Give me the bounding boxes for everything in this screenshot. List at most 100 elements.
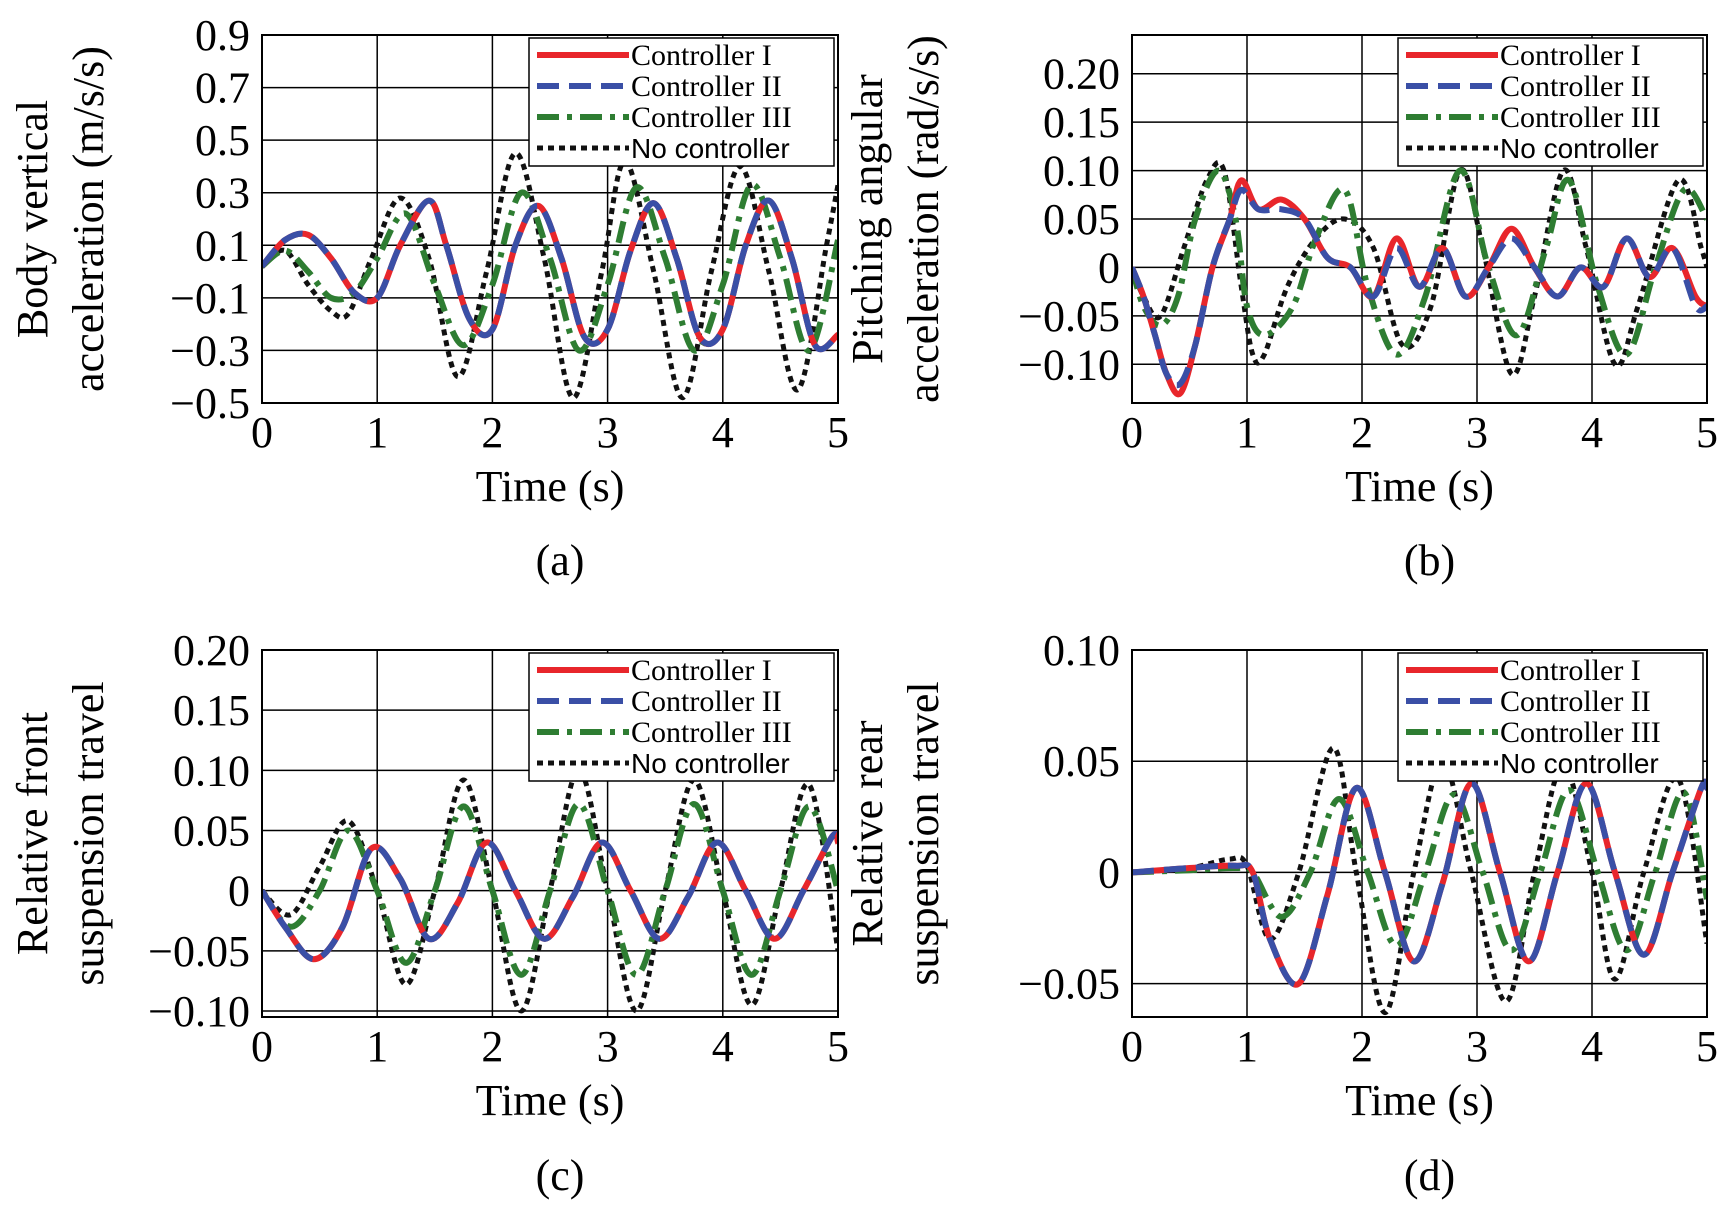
legend-label: Controller II [631, 685, 782, 718]
x-tick-label: 0 [251, 1022, 273, 1071]
legend-label: Controller II [1500, 70, 1651, 103]
series-line-controller-iii [262, 801, 838, 978]
chart-panel: 0 1 2 3 4 5 −0.5−0.3−0.10.10.30.50.70.9 Time (s… [8, 11, 849, 585]
x-tick-label: 1 [1236, 408, 1258, 457]
series-line-controller-ii [1132, 778, 1707, 988]
x-axis-label: Time (s) [476, 1076, 625, 1125]
y-tick-label: 0.7 [195, 64, 250, 113]
y-axis-label: Pitching angular [843, 74, 892, 364]
y-tick-label: 0.05 [173, 806, 250, 855]
x-tick-label: 5 [1696, 408, 1718, 457]
panel-caption: (a) [536, 536, 585, 585]
legend-label: No controller [1500, 748, 1659, 779]
x-tick-label: 0 [1121, 408, 1143, 457]
y-axis-label: suspension travel [899, 681, 948, 985]
legend-label: Controller III [1500, 101, 1661, 134]
y-tick-label: 0.5 [195, 116, 250, 165]
x-tick-label: 3 [1466, 1022, 1488, 1071]
y-tick-label: 0.20 [1043, 50, 1120, 99]
x-axis-label: Time (s) [1345, 1076, 1494, 1125]
series-line-controller-iii [1132, 787, 1707, 954]
series-line-controller-iii [1132, 167, 1707, 358]
y-tick-label: 0.20 [173, 626, 250, 675]
series-group [262, 150, 838, 401]
panel-caption: (d) [1404, 1151, 1455, 1200]
y-axis-label: suspension travel [64, 681, 113, 985]
y-tick-label: 0.10 [173, 746, 250, 795]
x-tick-label: 4 [1581, 1022, 1603, 1071]
x-tick-label: 4 [1581, 408, 1603, 457]
y-tick-label: 0 [228, 867, 250, 916]
y-tick-label: −0.1 [170, 274, 250, 323]
y-tick-label: 0.15 [1043, 98, 1120, 147]
y-axis-label: Body vertical [8, 100, 57, 338]
x-tick-label: 2 [481, 1022, 503, 1071]
plot-frame [1131, 34, 1708, 404]
series-group [262, 767, 838, 1014]
series-line-no-controller [262, 150, 838, 401]
legend-label: No controller [631, 748, 790, 779]
y-tick-label: −0.10 [148, 987, 250, 1036]
y-tick-label: −0.3 [170, 326, 250, 375]
y-tick-label: 0 [1098, 848, 1120, 897]
x-tick-label: 5 [827, 1022, 849, 1071]
legend-label: Controller II [1500, 685, 1651, 718]
y-tick-label: 0.9 [195, 11, 250, 60]
legend-label: Controller I [1500, 654, 1641, 687]
legend-label: Controller I [631, 39, 772, 72]
y-axis-label: acceleration (rad/s/s) [899, 35, 948, 403]
y-tick-label: −0.05 [1018, 292, 1120, 341]
series-line-controller-ii [262, 830, 838, 963]
y-tick-label: 0.10 [1043, 147, 1120, 196]
y-tick-label: 0.05 [1043, 737, 1120, 786]
legend-box [1397, 652, 1704, 782]
x-tick-label: 2 [1351, 1022, 1373, 1071]
x-tick-label: 2 [1351, 408, 1373, 457]
legend-label: No controller [631, 133, 790, 164]
y-tick-label: −0.05 [148, 927, 250, 976]
x-tick-label: 2 [481, 408, 503, 457]
x-axis-label: Time (s) [476, 462, 625, 511]
x-tick-label: 3 [597, 1022, 619, 1071]
series-line-controller-iii [262, 181, 838, 354]
legend-box [1397, 37, 1704, 167]
panel-caption: (b) [1404, 536, 1455, 585]
y-axis-label: Relative rear [843, 720, 892, 946]
x-tick-label: 0 [1121, 1022, 1143, 1071]
legend-label: Controller III [1500, 716, 1661, 749]
y-tick-label: −0.10 [1018, 340, 1120, 389]
series-line-no-controller [1132, 159, 1707, 378]
y-tick-label: 0.3 [195, 169, 250, 218]
x-tick-label: 1 [1236, 1022, 1258, 1071]
y-tick-label: 0.1 [195, 221, 250, 270]
y-tick-label: 0.10 [1043, 626, 1120, 675]
legend-label: Controller I [1500, 39, 1641, 72]
y-tick-label: −0.5 [170, 379, 250, 428]
legend-label: No controller [1500, 133, 1659, 164]
legend-label: Controller III [631, 101, 792, 134]
x-tick-label: 4 [712, 408, 734, 457]
x-tick-label: 5 [827, 408, 849, 457]
legend-box [528, 652, 835, 782]
x-tick-label: 0 [251, 408, 273, 457]
x-axis-label: Time (s) [1345, 462, 1494, 511]
legend-label: Controller I [631, 654, 772, 687]
y-tick-label: 0.15 [173, 686, 250, 735]
series-line-no-controller [1132, 745, 1707, 1016]
series-group [1132, 159, 1707, 398]
y-axis-label: acceleration (m/s/s) [64, 46, 113, 392]
legend-box [528, 37, 835, 167]
y-tick-label: 0.05 [1043, 195, 1120, 244]
x-tick-label: 4 [712, 1022, 734, 1071]
x-tick-label: 1 [366, 1022, 388, 1071]
legend-label: Controller III [631, 716, 792, 749]
x-tick-label: 3 [597, 408, 619, 457]
